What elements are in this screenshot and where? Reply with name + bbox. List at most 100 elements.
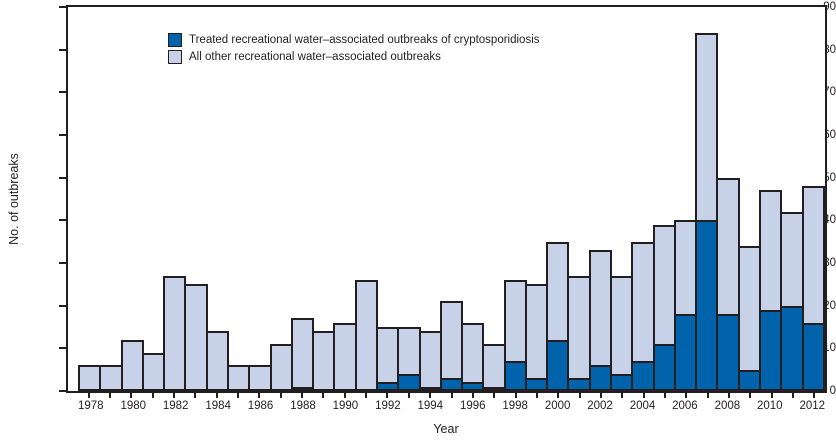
x-tick-slot xyxy=(355,391,376,398)
x-tick-mark xyxy=(642,391,645,398)
bar-segment-cryptosporidiosis-1995 xyxy=(441,378,462,389)
bar-1987 xyxy=(269,344,293,391)
x-tick-mark xyxy=(599,391,602,398)
bar-slot-2003 xyxy=(610,7,634,391)
x-tick-slot xyxy=(804,391,825,398)
x-tick-mark xyxy=(343,391,346,398)
x-axis-title: Year xyxy=(433,422,459,436)
x-tick-label xyxy=(358,400,375,415)
x-tick-label: 2010 xyxy=(757,400,783,412)
x-tick-label: 1988 xyxy=(290,400,316,412)
bar-1992 xyxy=(375,327,400,391)
bar-slot-1991 xyxy=(354,7,378,391)
x-tick-mark xyxy=(87,391,90,398)
bar-slot-1988 xyxy=(290,7,315,391)
x-tick-label xyxy=(740,400,757,415)
bar-1993 xyxy=(397,327,421,391)
x-tick-label: 1994 xyxy=(417,400,444,412)
bar-slot-1995 xyxy=(439,7,464,391)
x-tick-label xyxy=(231,400,248,415)
bar-1995 xyxy=(439,301,464,391)
y-tick-mark xyxy=(59,48,67,51)
x-tick-label: 1990 xyxy=(332,400,359,412)
bar-2004 xyxy=(631,242,655,391)
bar-slot-2001 xyxy=(567,7,591,391)
bar-1997 xyxy=(482,344,506,391)
x-tick-slot xyxy=(206,391,227,398)
bar-slot-1997 xyxy=(482,7,506,391)
bar-slot-2000 xyxy=(546,7,570,391)
bar-slot-2010 xyxy=(759,7,783,391)
x-tick-label xyxy=(528,400,545,415)
x-tick-label xyxy=(104,400,121,415)
x-tick-slot xyxy=(697,391,718,398)
x-tick-slot xyxy=(569,391,590,398)
x-tick-slot xyxy=(334,391,355,398)
bar-1980 xyxy=(120,340,144,391)
bar-2003 xyxy=(610,276,634,391)
bar-2008 xyxy=(716,178,740,391)
bar-1983 xyxy=(184,284,208,391)
x-tick-label: 1986 xyxy=(247,400,274,412)
bar-slot-2012 xyxy=(801,7,825,391)
bar-segment-cryptosporidiosis-2012 xyxy=(803,323,823,389)
bar-slot-1998 xyxy=(503,7,527,391)
bar-segment-cryptosporidiosis-2004 xyxy=(633,361,653,389)
bar-segment-cryptosporidiosis-1988 xyxy=(292,387,313,389)
bar-1999 xyxy=(524,284,549,391)
x-tick-mark xyxy=(792,391,795,398)
x-tick-label: 2008 xyxy=(714,400,741,412)
legend-item-other: All other recreational water–associated … xyxy=(168,50,540,64)
x-tick-slot xyxy=(249,391,270,398)
x-tick-mark xyxy=(407,391,410,398)
bar-slot-1999 xyxy=(524,7,549,391)
bar-slot-2005 xyxy=(652,7,676,391)
bar-1998 xyxy=(503,280,527,391)
bar-segment-cryptosporidiosis-2000 xyxy=(548,340,568,389)
bar-segment-cryptosporidiosis-2002 xyxy=(590,365,611,389)
bar-segment-cryptosporidiosis-2001 xyxy=(569,378,589,389)
y-tick-mark xyxy=(59,219,67,222)
plot-area: Treated recreational water–associated ou… xyxy=(66,5,827,393)
bar-slot-1982 xyxy=(163,7,187,391)
bar-segment-cryptosporidiosis-2006 xyxy=(675,314,696,389)
x-tick-slot xyxy=(270,391,291,398)
bar-segment-cryptosporidiosis-2003 xyxy=(612,374,632,389)
x-tick-label: 1992 xyxy=(375,400,401,412)
legend-swatch-other-icon xyxy=(168,50,182,64)
bar-slot-1989 xyxy=(312,7,336,391)
x-tick-label: 2004 xyxy=(629,400,656,412)
x-tick-label: 1998 xyxy=(502,400,528,412)
x-tick-mark xyxy=(770,391,773,398)
x-tick-slot xyxy=(99,391,120,398)
y-tick-mark xyxy=(59,262,67,264)
x-tick-label xyxy=(443,400,460,415)
x-tick-label xyxy=(146,400,163,415)
x-tick-slot xyxy=(654,391,675,398)
x-tick-mark xyxy=(727,391,730,398)
x-tick-slot xyxy=(377,391,398,398)
y-tick-mark xyxy=(59,91,67,94)
bar-1989 xyxy=(312,331,336,391)
x-axis-ticks xyxy=(78,391,825,398)
x-tick-slot xyxy=(761,391,782,398)
bar-1978 xyxy=(78,365,102,391)
x-tick-mark xyxy=(706,391,709,398)
x-tick-slot xyxy=(163,391,184,398)
x-tick-label xyxy=(570,400,587,415)
bar-slot-2008 xyxy=(716,7,740,391)
x-tick-label: 2006 xyxy=(672,400,698,412)
x-tick-label: 1978 xyxy=(78,400,104,412)
x-tick-label xyxy=(316,400,333,415)
x-tick-slot xyxy=(185,391,206,398)
bar-segment-cryptosporidiosis-1992 xyxy=(377,382,398,389)
bar-slot-1984 xyxy=(205,7,229,391)
bar-2007 xyxy=(695,33,719,391)
x-tick-mark xyxy=(173,391,176,398)
bar-segment-cryptosporidiosis-2011 xyxy=(782,306,802,389)
bar-slot-1990 xyxy=(333,7,357,391)
x-tick-mark xyxy=(685,391,688,398)
x-tick-label xyxy=(188,400,205,415)
x-tick-mark xyxy=(109,391,112,398)
legend-swatch-treated-icon xyxy=(168,33,182,47)
